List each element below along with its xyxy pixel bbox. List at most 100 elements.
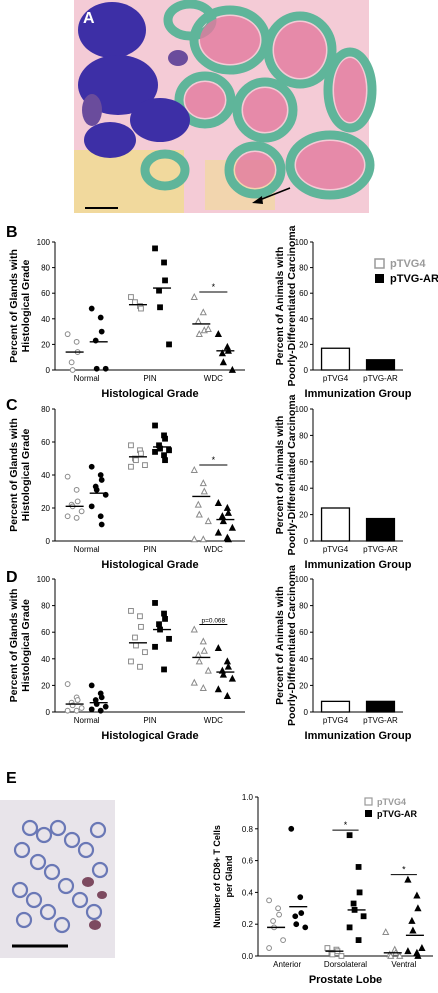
- data-point: [224, 508, 232, 516]
- data-point: [157, 304, 163, 311]
- x-tick-label: Dorsolateral: [324, 960, 367, 969]
- data-point: [128, 294, 134, 300]
- y-axis-label: Number of CD8+ T Cells: [212, 825, 222, 928]
- data-point: [329, 951, 336, 958]
- significance-label: *: [212, 455, 216, 465]
- significance-label: p=0.068: [201, 618, 225, 625]
- data-point: [214, 528, 222, 536]
- data-point: [138, 623, 144, 630]
- y-tick-label: 60: [41, 289, 50, 298]
- significance-label: *: [402, 865, 406, 875]
- data-point: [414, 904, 422, 912]
- y-axis-label: Poorly-Differentiated Carcinoma: [286, 394, 298, 555]
- data-point: [418, 943, 426, 951]
- data-point: [275, 905, 281, 912]
- panel-letter-a: A: [83, 10, 95, 27]
- significance-label: *: [212, 282, 216, 292]
- y-tick-label: 80: [41, 264, 50, 273]
- data-point: [219, 517, 227, 525]
- y-tick-label: 80: [299, 431, 308, 440]
- y-axis-label: per Gland: [224, 855, 234, 897]
- x-axis-label: Histological Grade: [101, 730, 198, 742]
- data-point: [157, 445, 163, 452]
- data-point: [93, 365, 100, 372]
- y-axis-label: Poorly-Differentiated Carcinoma: [286, 565, 298, 726]
- x-tick-label: Anterior: [273, 960, 301, 969]
- data-point: [97, 314, 104, 321]
- data-point: [161, 259, 167, 266]
- data-point: [199, 683, 207, 691]
- x-tick-label: Normal: [74, 716, 100, 725]
- y-axis-label: Histological Grade: [20, 428, 32, 521]
- data-point: [346, 924, 353, 931]
- panel-letter-c: C: [6, 397, 18, 414]
- bar-ptvg-ar: [365, 517, 396, 542]
- data-point: [152, 422, 158, 429]
- bar-ptvg4: [320, 507, 351, 542]
- y-tick-label: 20: [299, 340, 308, 349]
- data-point: [161, 452, 167, 459]
- y-tick-label: 40: [41, 315, 50, 324]
- data-point: [293, 921, 300, 928]
- data-point: [214, 644, 222, 652]
- data-point: [88, 682, 95, 689]
- data-point: [218, 512, 226, 520]
- data-point: [133, 457, 139, 464]
- y-tick-label: 100: [295, 405, 309, 414]
- data-point: [68, 359, 75, 366]
- x-tick-label: Ventral: [391, 960, 416, 969]
- chart-c-bar: 0 20 40 60 80 100 Percent of Animals with Poorl…: [274, 394, 412, 571]
- x-axis-label: Histological Grade: [101, 388, 198, 400]
- y-tick-label: 20: [41, 681, 50, 690]
- x-tick-label: pTVG-AR: [363, 374, 398, 383]
- y-tick-label: 0: [46, 537, 51, 546]
- bar-ptvg-ar: [365, 700, 396, 713]
- data-point: [356, 889, 363, 896]
- y-tick-label: 0.8: [242, 825, 254, 834]
- data-point: [292, 913, 299, 920]
- data-point: [64, 513, 71, 520]
- data-point: [161, 610, 167, 617]
- data-point: [102, 365, 109, 372]
- data-point: [152, 245, 158, 252]
- data-point: [408, 916, 416, 924]
- chart-b-bar: 0 20 40 60 80 100 Percent of Animals with Poorl…: [274, 225, 412, 400]
- data-point: [223, 503, 231, 511]
- y-tick-label: 40: [299, 315, 308, 324]
- data-point: [396, 951, 404, 959]
- data-point: [156, 621, 162, 628]
- bar-ptvg4: [320, 700, 351, 713]
- data-point: [199, 535, 207, 543]
- data-point: [382, 928, 390, 936]
- y-axis-label: Percent of Animals with: [274, 586, 286, 705]
- y-tick-label: 80: [299, 602, 308, 611]
- data-point: [128, 463, 134, 470]
- data-point: [214, 330, 222, 338]
- y-tick-label: 40: [41, 655, 50, 664]
- data-point: [223, 691, 231, 699]
- data-point: [350, 900, 357, 907]
- data-point: [360, 913, 367, 920]
- data-point: [162, 277, 168, 284]
- y-axis-label: Histological Grade: [20, 259, 32, 352]
- data-point: [152, 643, 158, 650]
- data-point: [73, 515, 80, 521]
- data-point: [162, 457, 168, 464]
- data-point: [166, 447, 172, 454]
- data-point: [270, 918, 276, 924]
- data-point: [78, 705, 85, 711]
- data-point: [214, 685, 222, 693]
- data-point: [223, 657, 231, 665]
- x-axis-label: Immunization Group: [305, 559, 412, 571]
- data-point: [228, 523, 236, 531]
- data-point: [414, 951, 422, 959]
- y-tick-label: 60: [299, 628, 308, 637]
- legend-e-filled-swatch: [365, 810, 372, 817]
- data-point: [64, 331, 71, 338]
- y-tick-label: 0: [304, 708, 309, 717]
- data-point: [298, 910, 305, 916]
- y-tick-label: 0.0: [242, 952, 254, 961]
- legend-e-open-swatch: [364, 797, 373, 806]
- legend-open-label: pTVG4: [390, 258, 426, 270]
